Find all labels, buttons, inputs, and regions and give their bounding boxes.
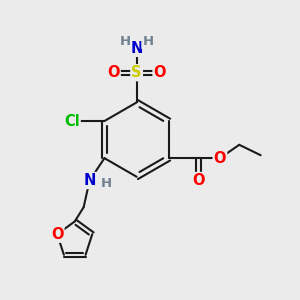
Text: H: H	[142, 35, 154, 48]
Text: O: O	[192, 173, 205, 188]
Text: O: O	[214, 151, 226, 166]
Text: Cl: Cl	[64, 113, 80, 128]
Text: H: H	[120, 35, 131, 48]
Text: S: S	[131, 65, 142, 80]
Text: N: N	[83, 173, 96, 188]
Text: O: O	[107, 65, 120, 80]
Text: O: O	[154, 65, 166, 80]
Text: H: H	[100, 177, 112, 190]
Text: N: N	[130, 41, 143, 56]
Text: O: O	[51, 227, 64, 242]
